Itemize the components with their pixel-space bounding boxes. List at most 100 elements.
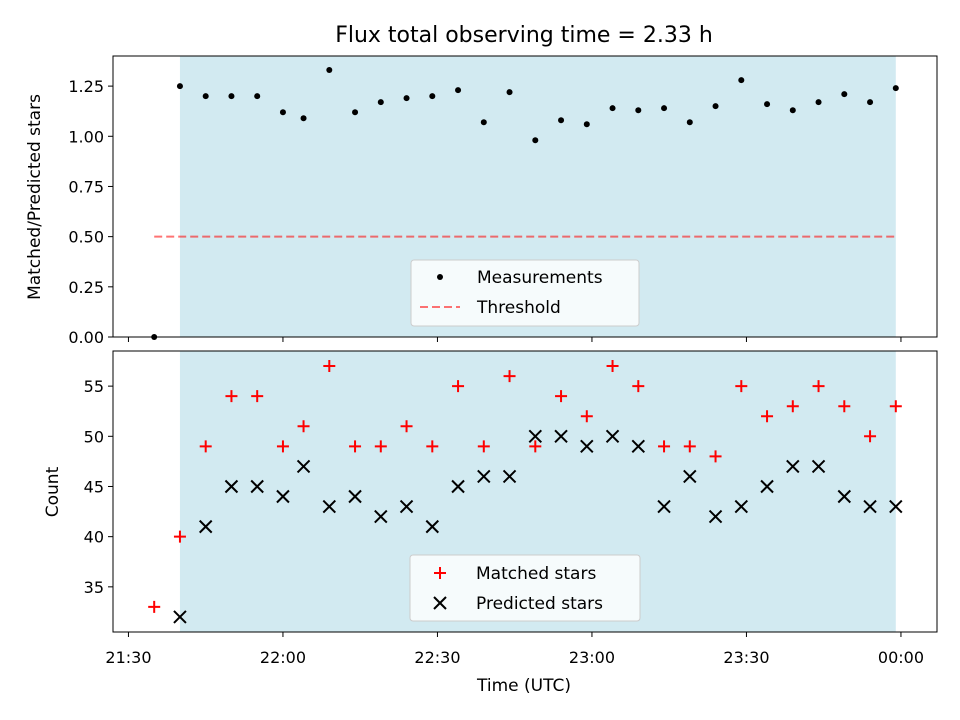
matched-star-point bbox=[606, 360, 619, 373]
measurement-point bbox=[738, 77, 745, 84]
predicted-star-point bbox=[250, 479, 264, 494]
y-tick-label: 50 bbox=[84, 427, 104, 446]
predicted-star-point bbox=[760, 479, 774, 494]
predicted-star-point bbox=[683, 469, 697, 484]
predicted-star-point bbox=[734, 499, 749, 514]
predicted-star-point bbox=[425, 519, 440, 534]
matched-star-point bbox=[864, 430, 877, 443]
measurement-point bbox=[558, 117, 565, 124]
x-tick-label: 22:30 bbox=[414, 648, 460, 667]
measurement-point bbox=[480, 119, 487, 126]
matched-star-point bbox=[297, 420, 310, 433]
top-legend: Measurements Threshold bbox=[410, 259, 640, 327]
predicted-star-point bbox=[657, 499, 671, 514]
bottom-panel-ticks: 35 40 45 50 55 bbox=[84, 377, 902, 637]
matched-star-point bbox=[658, 440, 671, 453]
predicted-star-point bbox=[863, 499, 877, 514]
predicted-star-point bbox=[605, 429, 620, 444]
matched-star-point bbox=[276, 440, 289, 453]
matched-star-point bbox=[323, 360, 336, 373]
matched-star-point bbox=[761, 410, 774, 423]
x-tick-label: 22:00 bbox=[260, 648, 306, 667]
matched-star-point bbox=[477, 440, 490, 453]
measurement-point bbox=[892, 85, 899, 92]
bottom-legend-box bbox=[409, 554, 641, 622]
predicted-star-point bbox=[502, 469, 517, 484]
measurement-point bbox=[764, 101, 771, 108]
predicted-star-point bbox=[477, 469, 491, 484]
y-tick-label: 1.00 bbox=[68, 127, 104, 146]
legend-threshold-label: Threshold bbox=[476, 298, 561, 318]
matched-star-point bbox=[374, 440, 387, 453]
legend-predicted-label: Predicted stars bbox=[476, 594, 603, 614]
predicted-star-point bbox=[708, 509, 723, 524]
measurement-point bbox=[377, 99, 384, 106]
measurement-point bbox=[609, 105, 616, 112]
matched-star-point bbox=[580, 410, 593, 423]
measurement-point bbox=[455, 87, 462, 94]
matched-star-point bbox=[632, 380, 645, 393]
top-y-axis-label: Matched/Predicted stars bbox=[25, 94, 45, 300]
measurement-point bbox=[403, 95, 410, 102]
matched-star-point bbox=[889, 400, 902, 413]
measurement-point bbox=[712, 103, 719, 110]
top-panel-ticks: 0.00 0.25 0.50 0.75 1.00 1.25 bbox=[68, 77, 902, 347]
matched-star-point bbox=[400, 420, 413, 433]
measurement-point bbox=[635, 107, 642, 114]
legend-measurements-label: Measurements bbox=[477, 268, 603, 288]
predicted-star-point bbox=[451, 479, 465, 494]
y-tick-label: 0.75 bbox=[68, 177, 104, 196]
top-panel-frame bbox=[112, 55, 938, 338]
predicted-star-point bbox=[348, 489, 362, 504]
y-tick-label: 1.25 bbox=[68, 77, 104, 96]
y-tick-label: 55 bbox=[84, 377, 104, 396]
matched-star-point bbox=[812, 380, 825, 393]
predicted-star-point bbox=[322, 499, 337, 514]
measurement-point bbox=[228, 93, 235, 100]
measurement-point bbox=[300, 115, 307, 122]
predicted-star-point bbox=[554, 429, 568, 444]
matched-star-point bbox=[529, 440, 542, 453]
predicted-star-point bbox=[374, 509, 388, 524]
predicted-star-point bbox=[889, 499, 903, 514]
measurement-point bbox=[202, 93, 209, 100]
predicted-star-point bbox=[631, 439, 646, 454]
y-tick-label: 0.50 bbox=[68, 228, 104, 247]
predicted-star-point bbox=[198, 519, 213, 534]
predicted-star-point bbox=[276, 489, 290, 504]
measurement-point bbox=[176, 83, 183, 90]
matched-star-point bbox=[148, 600, 161, 613]
predicted-star-point bbox=[173, 610, 187, 624]
legend-measurements-marker bbox=[437, 274, 443, 280]
predicted-star-point bbox=[224, 479, 239, 494]
predicted-star-point bbox=[296, 459, 311, 474]
bottom-panel-marks bbox=[148, 360, 903, 624]
matched-star-point bbox=[709, 450, 722, 463]
top-panel-marks bbox=[151, 67, 899, 340]
matched-star-point bbox=[683, 440, 696, 453]
matched-star-point bbox=[735, 380, 748, 393]
matched-star-point bbox=[555, 390, 568, 403]
measurement-point bbox=[815, 99, 822, 106]
x-tick-label: 00:00 bbox=[878, 648, 924, 667]
measurement-point bbox=[429, 93, 436, 100]
chart-title: Flux total observing time = 2.33 h bbox=[335, 23, 713, 48]
x-axis: 21:30 22:00 22:30 23:00 23:30 00:00 bbox=[105, 648, 924, 667]
x-tick-label: 23:00 bbox=[569, 648, 615, 667]
matched-star-point bbox=[173, 530, 186, 543]
predicted-star-point bbox=[528, 429, 543, 444]
matched-star-point bbox=[426, 440, 439, 453]
measurement-point bbox=[789, 107, 796, 114]
predicted-star-point bbox=[399, 499, 414, 514]
matched-star-point bbox=[349, 440, 362, 453]
legend-matched-label: Matched stars bbox=[476, 564, 596, 584]
top-legend-box bbox=[410, 259, 640, 327]
y-tick-label: 0.00 bbox=[68, 328, 104, 347]
bottom-panel-frame bbox=[112, 350, 938, 633]
measurement-point bbox=[279, 109, 286, 116]
x-tick-label: 21:30 bbox=[105, 648, 151, 667]
matched-star-point bbox=[786, 400, 799, 413]
measurement-point bbox=[532, 137, 539, 144]
measurement-point bbox=[326, 67, 333, 74]
